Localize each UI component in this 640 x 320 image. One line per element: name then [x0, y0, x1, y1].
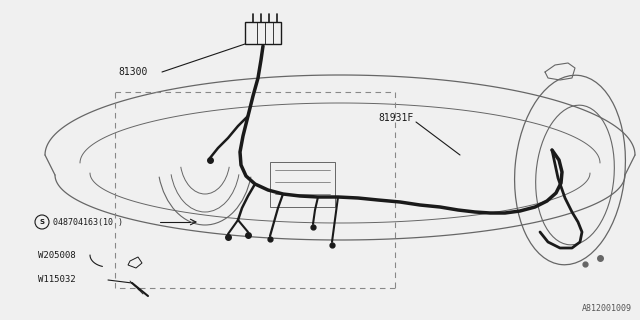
Text: 048704163(10 ): 048704163(10 ): [53, 218, 123, 227]
Text: S: S: [40, 219, 45, 225]
Text: A812001009: A812001009: [582, 304, 632, 313]
Text: 81931F: 81931F: [378, 113, 413, 123]
Text: W115032: W115032: [38, 276, 76, 284]
Text: 81300: 81300: [118, 67, 147, 77]
Text: W205008: W205008: [38, 251, 76, 260]
